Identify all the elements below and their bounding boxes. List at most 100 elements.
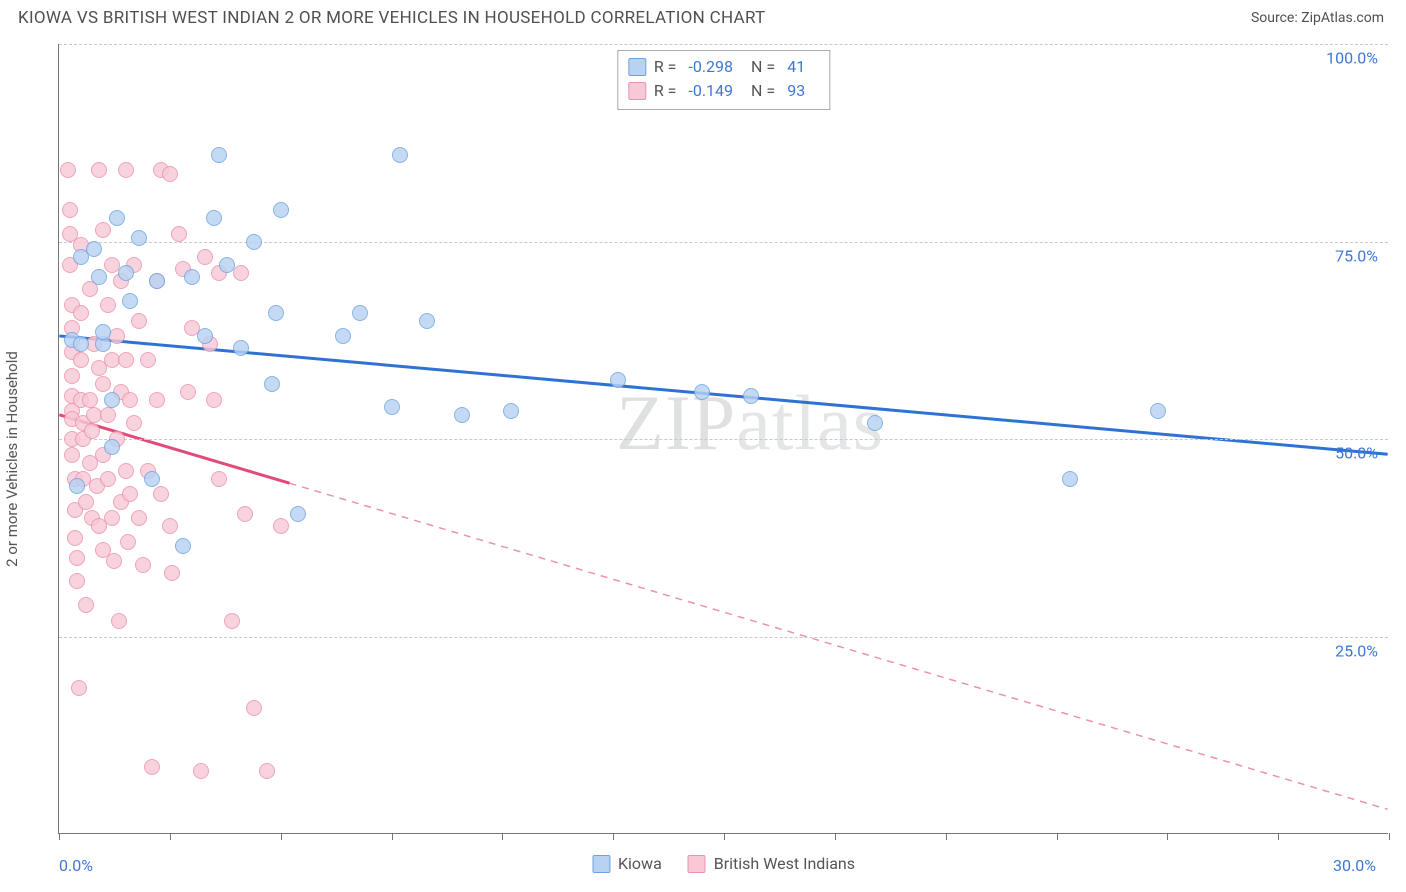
scatter-point (122, 486, 138, 502)
scatter-point (73, 336, 89, 352)
stat-r-value: -0.298 (688, 55, 733, 79)
chart-container: 2 or more Vehicles in Household ZIPatlas… (18, 44, 1388, 874)
scatter-point (503, 403, 519, 419)
stat-n-value: 93 (787, 79, 805, 103)
x-tick (724, 833, 725, 840)
legend-label: British West Indians (714, 854, 855, 873)
scatter-point (162, 518, 178, 534)
y-tick-label: 75.0% (1335, 246, 1378, 265)
scatter-point (73, 352, 89, 368)
scatter-point (78, 597, 94, 613)
scatter-point (694, 384, 710, 400)
scatter-point (153, 486, 169, 502)
scatter-point (118, 463, 134, 479)
scatter-point (149, 273, 165, 289)
x-tick (613, 833, 614, 840)
scatter-point (104, 392, 120, 408)
scatter-point (211, 147, 227, 163)
scatter-point (246, 700, 262, 716)
scatter-point (219, 257, 235, 273)
stats-legend: R =-0.298N =41R =-0.149N =93 (617, 50, 830, 110)
scatter-point (100, 407, 116, 423)
legend-item: British West Indians (688, 854, 855, 873)
x-tick (281, 833, 282, 840)
x-tick-label: 0.0% (59, 856, 93, 875)
series-legend: Kiowa British West Indians (592, 854, 855, 873)
chart-header: KIOWA VS BRITISH WEST INDIAN 2 OR MORE V… (0, 0, 1406, 38)
scatter-point (193, 763, 209, 779)
scatter-point (60, 162, 76, 178)
stat-n-value: 41 (787, 55, 805, 79)
x-tick (1057, 833, 1058, 840)
scatter-point (73, 305, 89, 321)
scatter-point (95, 222, 111, 238)
scatter-point (104, 510, 120, 526)
scatter-point (71, 680, 87, 696)
scatter-point (273, 202, 289, 218)
y-tick-label: 100.0% (1326, 49, 1378, 68)
y-tick-label: 50.0% (1335, 444, 1378, 463)
scatter-point (131, 230, 147, 246)
x-tick (1278, 833, 1279, 840)
scatter-point (392, 147, 408, 163)
scatter-point (454, 407, 470, 423)
scatter-point (259, 763, 275, 779)
scatter-point (211, 471, 227, 487)
scatter-point (118, 352, 134, 368)
scatter-point (104, 439, 120, 455)
scatter-point (64, 368, 80, 384)
x-tick (59, 833, 60, 840)
scatter-point (62, 202, 78, 218)
scatter-point (69, 478, 85, 494)
scatter-point (86, 241, 102, 257)
x-tick (1389, 833, 1390, 840)
scatter-point (149, 392, 165, 408)
scatter-point (84, 423, 100, 439)
scatter-point (171, 226, 187, 242)
scatter-point (273, 518, 289, 534)
scatter-point (867, 415, 883, 431)
scatter-point (111, 613, 127, 629)
scatter-point (164, 565, 180, 581)
stat-n-label: N = (751, 55, 775, 79)
scatter-point (144, 471, 160, 487)
scatter-point (140, 352, 156, 368)
x-tick (1167, 833, 1168, 840)
scatter-point (64, 447, 80, 463)
scatter-point (162, 166, 178, 182)
scatter-point (197, 328, 213, 344)
scatter-point (743, 388, 759, 404)
scatter-point (184, 269, 200, 285)
gridline (59, 44, 1388, 45)
scatter-point (109, 210, 125, 226)
x-tick (502, 833, 503, 840)
scatter-point (122, 293, 138, 309)
legend-swatch (688, 855, 706, 873)
scatter-point (91, 269, 107, 285)
scatter-point (237, 506, 253, 522)
scatter-point (95, 324, 111, 340)
scatter-point (120, 534, 136, 550)
scatter-point (610, 372, 626, 388)
x-tick (392, 833, 393, 840)
scatter-point (118, 265, 134, 281)
scatter-point (100, 297, 116, 313)
scatter-point (224, 613, 240, 629)
x-tick-label: 30.0% (1333, 856, 1376, 875)
scatter-point (78, 494, 94, 510)
chart-title: KIOWA VS BRITISH WEST INDIAN 2 OR MORE V… (18, 8, 766, 28)
scatter-point (131, 313, 147, 329)
scatter-point (290, 506, 306, 522)
scatter-point (100, 471, 116, 487)
scatter-point (95, 376, 111, 392)
legend-swatch (628, 82, 646, 100)
scatter-point (384, 399, 400, 415)
scatter-point (135, 557, 151, 573)
scatter-point (335, 328, 351, 344)
legend-label: Kiowa (618, 854, 662, 873)
scatter-point (268, 305, 284, 321)
scatter-point (233, 265, 249, 281)
trend-line (290, 483, 1388, 809)
scatter-point (352, 305, 368, 321)
stat-n-label: N = (751, 79, 775, 103)
